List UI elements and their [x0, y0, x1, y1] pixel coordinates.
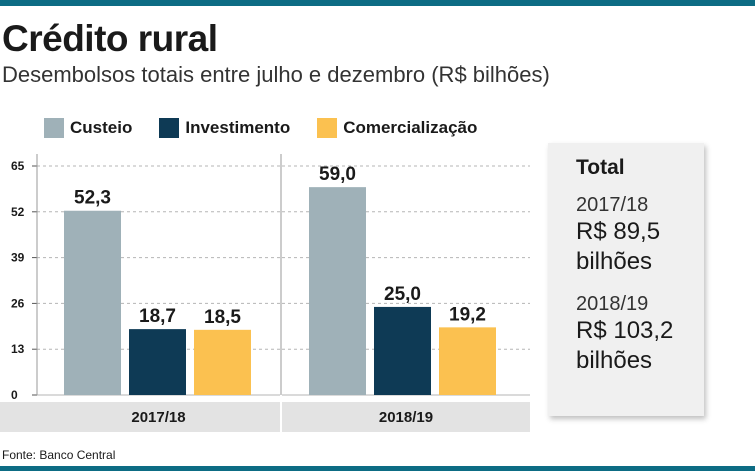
total-value-1: R$ 89,5 bilhões: [576, 218, 661, 275]
bar: [129, 329, 186, 395]
legend-label-comercializacao: Comercialização: [343, 118, 478, 137]
legend-label-custeio: Custeio: [70, 118, 133, 137]
total-spacer: [576, 277, 704, 291]
y-tick-label: 65: [11, 159, 25, 173]
legend-item-custeio: Custeio: [44, 118, 132, 138]
legend-swatch-comercializacao: [317, 118, 338, 138]
source-note: Fonte: Banco Central: [2, 448, 116, 462]
y-tick-label: 52: [11, 205, 25, 219]
total-year-1: 2017/18: [576, 194, 649, 216]
category-band: [282, 402, 530, 432]
y-tick-label: 39: [11, 251, 25, 265]
bar-chart: 0 13 26 39 52 65 52,3 18,7 18,5 59,0 25,0 19,2 2017/…: [0, 154, 530, 432]
bar-value-label: 25,0: [384, 284, 421, 305]
bar: [194, 329, 251, 395]
bar-value-label: 59,0: [319, 164, 356, 185]
bar: [309, 187, 366, 395]
bar: [64, 210, 121, 395]
total-panel: Total 2017/18 R$ 89,5 bilhões 2018/19 R$…: [548, 143, 704, 416]
legend-swatch-investimento: [159, 118, 180, 138]
total-value-2: R$ 103,2 bilhões: [576, 317, 674, 374]
total-year-2: 2018/19: [576, 293, 649, 315]
legend-item-comercializacao: Comercialização: [317, 118, 477, 138]
total-title: Total: [576, 156, 625, 179]
bottom-rule: [0, 466, 755, 471]
chart-title: Crédito rural: [2, 18, 218, 59]
y-tick-label: 0: [11, 388, 18, 402]
bar: [374, 306, 431, 395]
bar: [439, 327, 496, 395]
x-category-label: 2017/18: [131, 409, 185, 426]
legend-item-investimento: Investimento: [159, 118, 290, 138]
top-rule: [0, 0, 755, 6]
y-tick-label: 26: [11, 296, 25, 310]
chart-subtitle: Desembolsos totais entre julho e dezembr…: [2, 62, 550, 87]
bar-value-label: 19,2: [449, 304, 486, 325]
legend: Custeio Investimento Comercialização: [44, 118, 504, 138]
x-category-label: 2018/19: [379, 409, 433, 426]
legend-swatch-custeio: [44, 118, 64, 138]
bar-value-label: 52,3: [74, 188, 111, 209]
category-band: [0, 402, 280, 432]
legend-label-investimento: Investimento: [185, 118, 291, 137]
bar-value-label: 18,7: [139, 306, 176, 327]
y-tick-label: 13: [11, 342, 25, 356]
bar-value-label: 18,5: [204, 307, 241, 328]
